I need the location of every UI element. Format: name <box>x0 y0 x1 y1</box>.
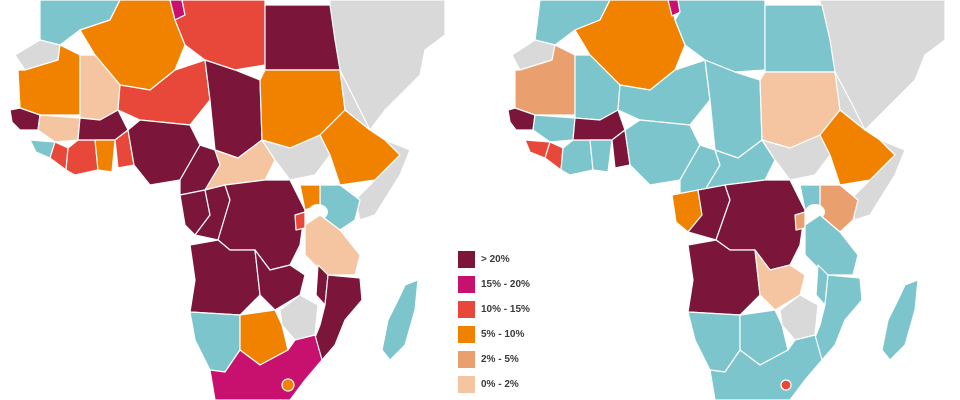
legend-label: 0% - 2% <box>481 379 519 390</box>
right-map <box>507 0 946 400</box>
left-cote-divoire <box>65 139 99 176</box>
legend-swatch <box>458 351 475 368</box>
legend-swatch <box>458 301 475 318</box>
legend-item: 2% - 5% <box>458 348 554 371</box>
legend-item: 15% - 20% <box>458 273 554 296</box>
right-south-sudan <box>761 134 831 181</box>
legend-item: 5% - 10% <box>458 323 554 346</box>
right-rwanda <box>794 211 806 231</box>
right-somalia <box>849 139 906 221</box>
legend-swatch <box>458 326 475 343</box>
legend: > 20% 15% - 20% 10% - 15% 5% - 10% 2% - … <box>458 248 554 398</box>
legend-label: > 20% <box>481 254 510 265</box>
legend-label: 2% - 5% <box>481 354 519 365</box>
left-egypt <box>264 4 341 71</box>
right-chad <box>704 59 763 159</box>
legend-swatch <box>458 251 475 268</box>
right-lesotho <box>780 379 792 391</box>
legend-label: 5% - 10% <box>481 329 525 340</box>
right-south-africa <box>709 334 823 400</box>
right-egypt <box>764 4 836 73</box>
left-tanzania <box>304 214 361 276</box>
left-guinea <box>37 114 81 143</box>
right-madagascar <box>881 279 919 361</box>
left-lake-victoria <box>308 204 328 220</box>
right-libya <box>674 0 766 73</box>
legend-item: > 20% <box>458 248 554 271</box>
left-chad <box>204 59 263 159</box>
left-libya <box>174 0 266 71</box>
right-cote-divoire <box>560 139 594 176</box>
right-angola <box>687 239 761 316</box>
legend-label: 15% - 20% <box>481 279 530 290</box>
legend-swatch <box>458 376 475 393</box>
right-eritrea <box>834 71 866 131</box>
left-zambia <box>254 249 306 311</box>
right-uganda <box>799 184 821 211</box>
left-rwanda <box>294 211 306 231</box>
left-mozambique <box>309 274 363 361</box>
right-mozambique <box>809 274 863 361</box>
legend-label: 10% - 15% <box>481 304 530 315</box>
right-ghana <box>589 139 613 173</box>
left-map <box>9 0 446 400</box>
left-eritrea <box>339 69 371 131</box>
left-angola <box>189 239 261 316</box>
right-tanzania <box>804 214 859 276</box>
legend-swatch <box>458 276 475 293</box>
left-south-sudan <box>261 134 331 181</box>
right-guinea <box>532 114 576 143</box>
right-zambia <box>754 249 806 311</box>
left-ghana <box>94 139 116 173</box>
legend-item: 10% - 15% <box>458 298 554 321</box>
left-somalia <box>354 139 411 221</box>
left-madagascar <box>381 279 419 361</box>
legend-item: 0% - 2% <box>458 373 554 396</box>
left-lesotho <box>281 378 295 392</box>
